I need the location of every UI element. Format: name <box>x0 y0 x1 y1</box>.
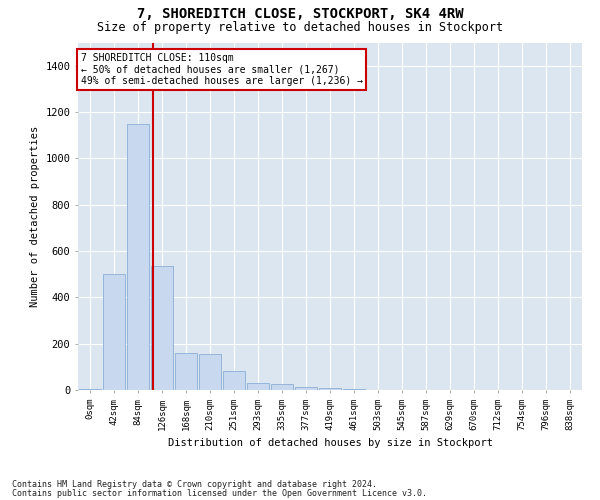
Bar <box>199 354 221 390</box>
Bar <box>271 384 293 390</box>
Text: Contains HM Land Registry data © Crown copyright and database right 2024.: Contains HM Land Registry data © Crown c… <box>12 480 377 489</box>
Bar <box>295 386 317 390</box>
Text: 7 SHOREDITCH CLOSE: 110sqm
← 50% of detached houses are smaller (1,267)
49% of s: 7 SHOREDITCH CLOSE: 110sqm ← 50% of deta… <box>80 53 362 86</box>
Bar <box>103 274 125 390</box>
Bar <box>247 383 269 390</box>
Bar <box>223 372 245 390</box>
Bar <box>151 266 173 390</box>
Text: Size of property relative to detached houses in Stockport: Size of property relative to detached ho… <box>97 21 503 34</box>
Y-axis label: Number of detached properties: Number of detached properties <box>30 126 40 307</box>
Bar <box>175 353 197 390</box>
X-axis label: Distribution of detached houses by size in Stockport: Distribution of detached houses by size … <box>167 438 493 448</box>
Text: 7, SHOREDITCH CLOSE, STOCKPORT, SK4 4RW: 7, SHOREDITCH CLOSE, STOCKPORT, SK4 4RW <box>137 8 463 22</box>
Bar <box>79 389 101 390</box>
Bar <box>127 124 149 390</box>
Bar <box>343 389 365 390</box>
Text: Contains public sector information licensed under the Open Government Licence v3: Contains public sector information licen… <box>12 489 427 498</box>
Bar <box>319 388 341 390</box>
